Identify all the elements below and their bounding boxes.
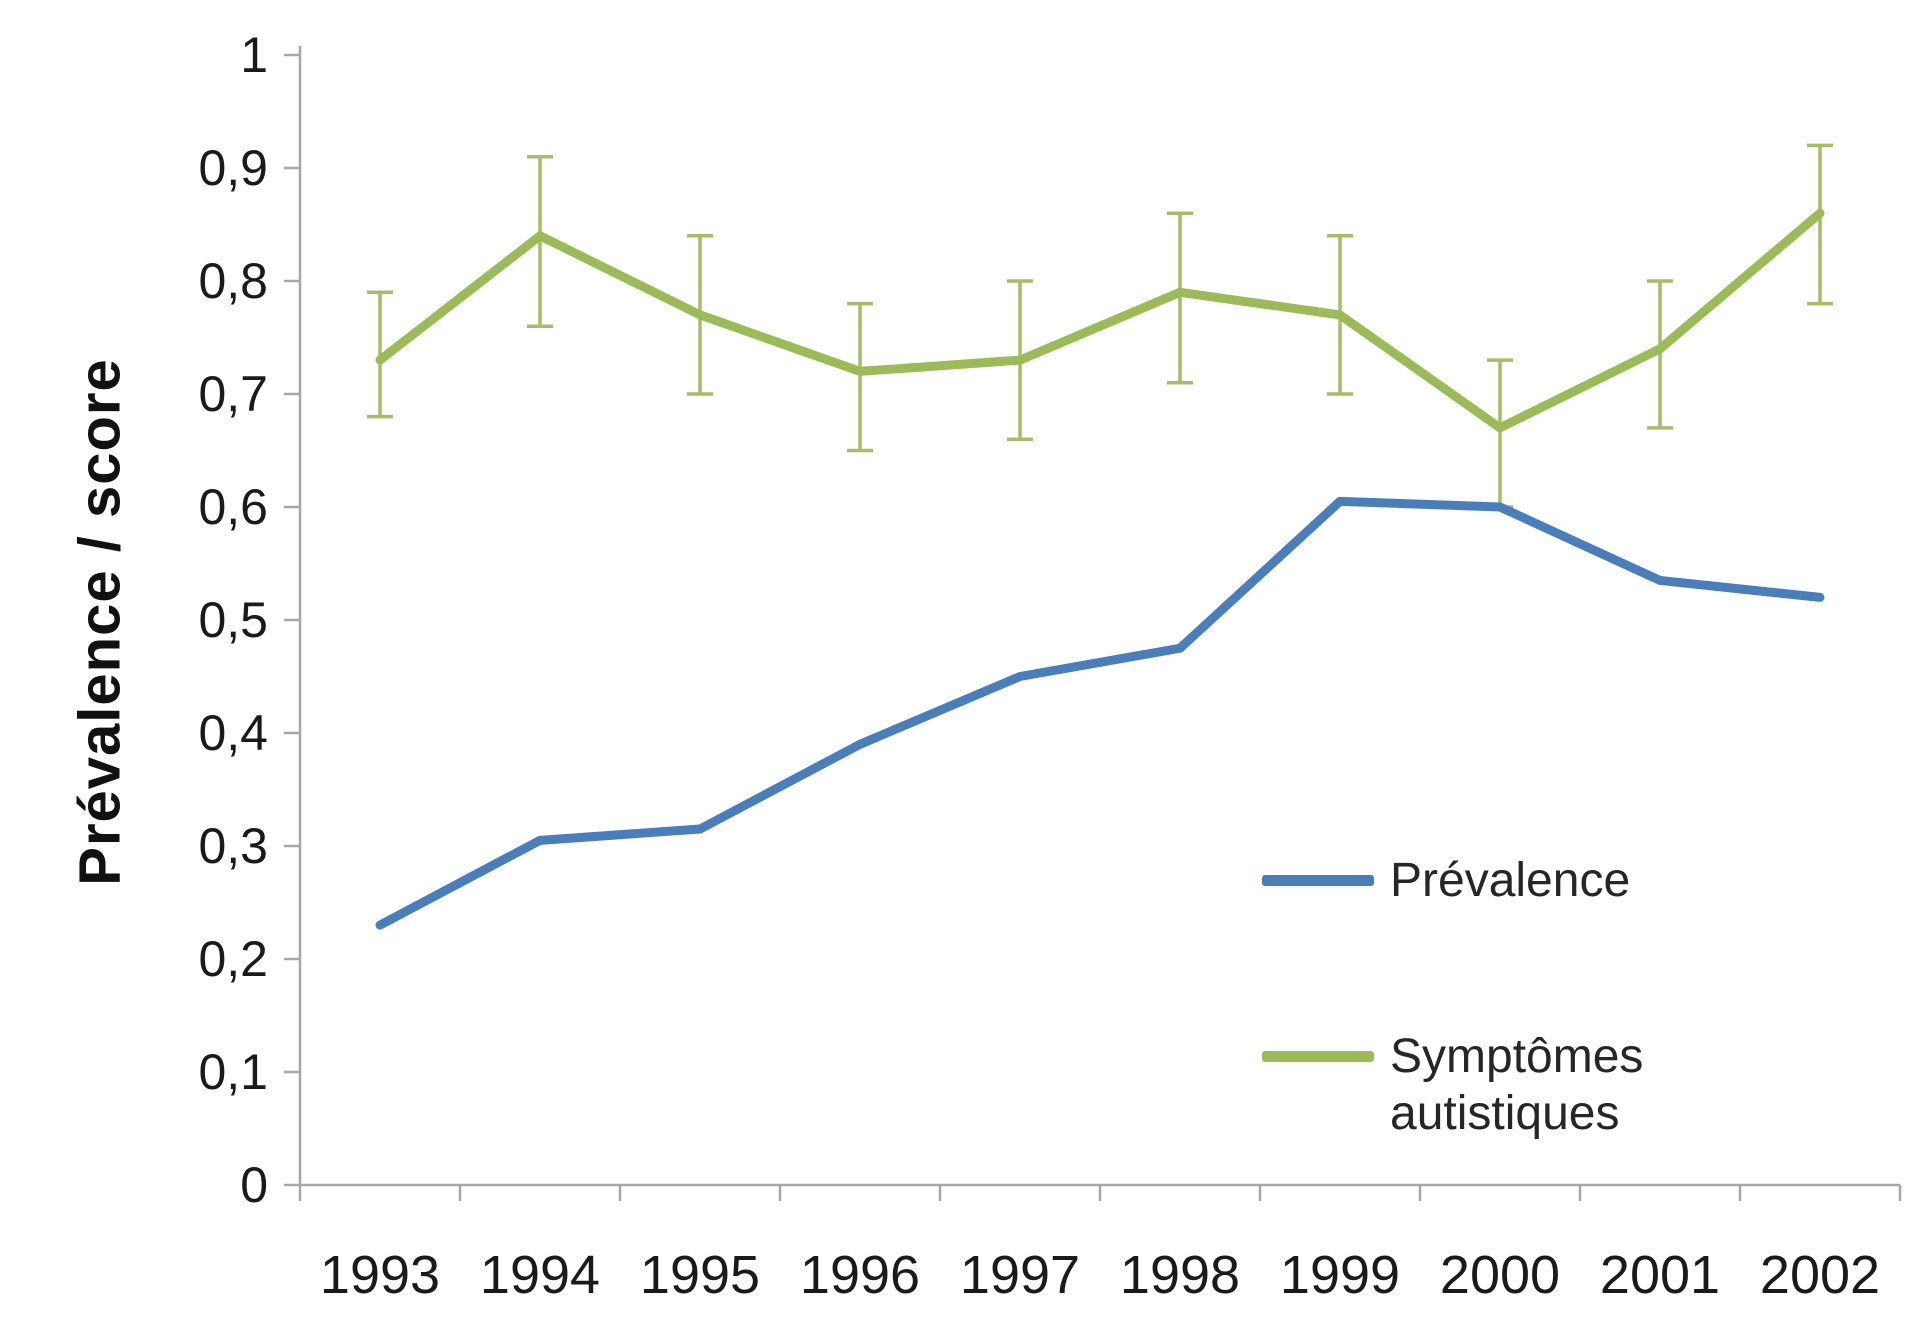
- y-tick-label: 0,5: [198, 592, 268, 648]
- x-tick-label: 1993: [320, 1245, 440, 1305]
- legend-swatch-symptoms: [1262, 1050, 1374, 1062]
- x-tick-label: 1998: [1120, 1245, 1240, 1305]
- y-tick-label: 0,9: [198, 140, 268, 196]
- x-tick-label: 2002: [1760, 1245, 1880, 1305]
- y-tick-label: 0,1: [198, 1044, 268, 1100]
- x-tick-label: 1996: [800, 1245, 920, 1305]
- x-tick-label: 1999: [1280, 1245, 1400, 1305]
- y-axis-title: Prévalence / score: [67, 358, 133, 886]
- y-tick-label: 0,6: [198, 479, 268, 535]
- y-tick-label: 0,8: [198, 253, 268, 309]
- legend-label-symptoms: Symptômes autistiques: [1390, 1029, 1644, 1141]
- y-tick-label: 0,7: [198, 366, 268, 422]
- x-tick-label: 2001: [1600, 1245, 1720, 1305]
- symptoms-line: [375, 208, 1825, 433]
- legend-item-prevalence: Prévalence: [1262, 852, 1675, 910]
- x-tick-label: 1997: [960, 1245, 1080, 1305]
- x-axis: 1993 1994 1995 1996 1997 1998 1999 2000 2001 2002: [298, 1185, 1902, 1305]
- y-axis: 0 0,1 0,2 0,3 0,4 0,5 0,6 0,7 0,8 0,9 1: [198, 27, 300, 1213]
- y-tick-label: 0,3: [198, 818, 268, 874]
- x-tick-label: 1995: [640, 1245, 760, 1305]
- x-tick-label: 1994: [480, 1245, 600, 1305]
- legend-swatch-prevalence: [1262, 875, 1374, 886]
- legend-item-symptoms: Symptômes autistiques: [1262, 1028, 1675, 1143]
- y-tick-label: 1: [240, 27, 268, 83]
- legend-label-prevalence: Prévalence: [1390, 854, 1631, 907]
- x-tick-label: 2000: [1440, 1245, 1560, 1305]
- y-tick-label: 0: [240, 1157, 268, 1213]
- y-tick-label: 0,2: [198, 931, 268, 987]
- y-tick-label: 0,4: [198, 705, 268, 761]
- prevalence-line: [375, 496, 1825, 930]
- legend: Prévalence Symptômes autistiques: [1262, 852, 1675, 1143]
